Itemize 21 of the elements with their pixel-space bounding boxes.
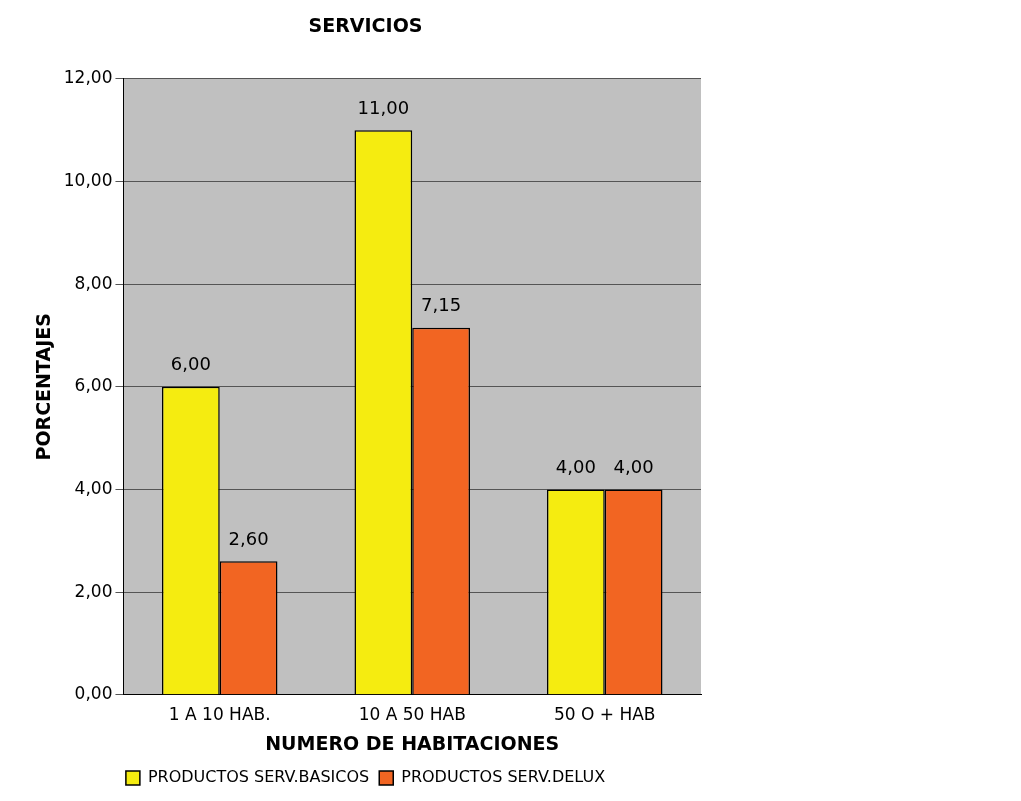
data-label: 11,00 bbox=[357, 96, 410, 118]
legend-label: PRODUCTOS SERV.BASICOS bbox=[147, 767, 370, 787]
data-label: 7,15 bbox=[421, 294, 462, 316]
x-axis-title: NUMERO DE HABITACIONES bbox=[265, 731, 560, 754]
x-tick-label: 50 O + HAB bbox=[553, 704, 656, 725]
x-tick-label: 1 A 10 HAB. bbox=[168, 704, 271, 725]
y-tick-label: 10,00 bbox=[63, 169, 113, 190]
y-tick-label: 4,00 bbox=[74, 477, 113, 498]
y-tick-label: 0,00 bbox=[74, 683, 113, 704]
data-label: 4,00 bbox=[555, 456, 596, 478]
y-tick-label: 6,00 bbox=[74, 375, 113, 396]
y-tick-label: 12,00 bbox=[63, 67, 113, 88]
y-tick-label: 8,00 bbox=[74, 272, 113, 293]
data-label: 4,00 bbox=[613, 456, 654, 478]
x-tick-label: 10 A 50 HAB bbox=[358, 704, 466, 725]
legend-label: PRODUCTOS SERV.DELUX bbox=[401, 767, 606, 787]
chart-title: SERVICIOS bbox=[308, 14, 423, 37]
y-axis-title: PORCENTAJES bbox=[32, 313, 55, 461]
data-label: 2,60 bbox=[228, 528, 269, 550]
data-label: 6,00 bbox=[170, 353, 211, 375]
y-tick-label: 2,00 bbox=[74, 580, 113, 601]
